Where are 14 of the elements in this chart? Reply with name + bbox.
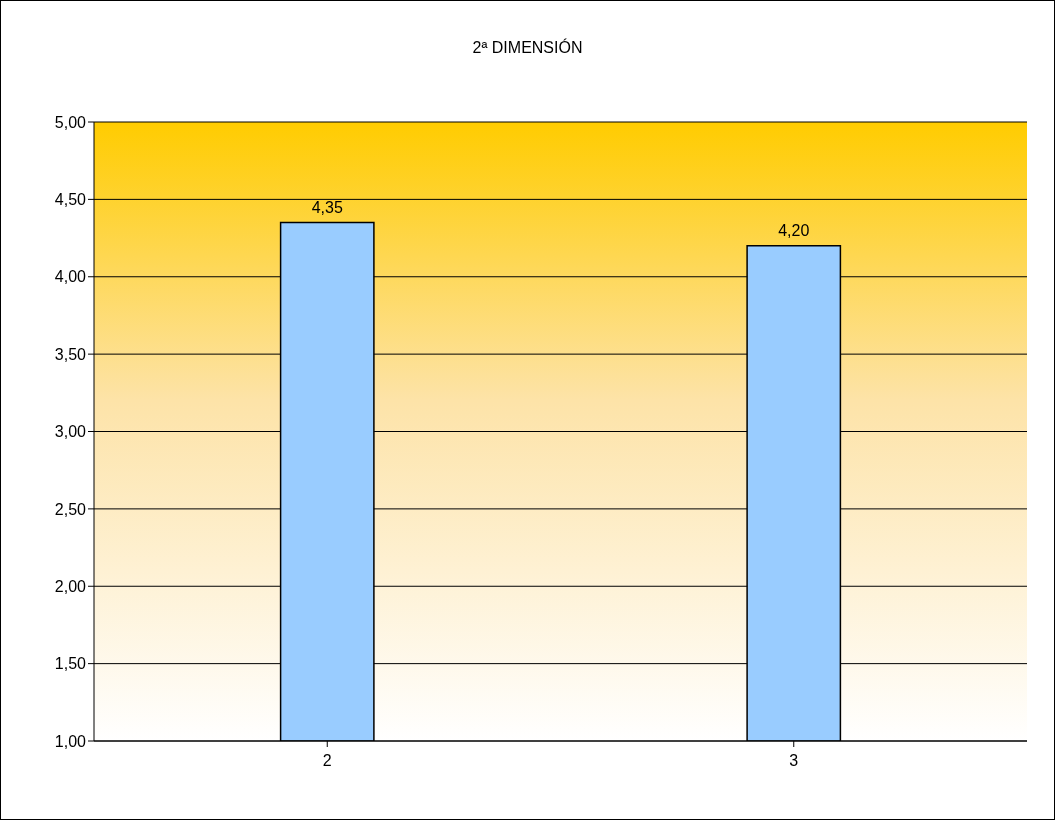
x-tick-label: 3 (789, 752, 799, 770)
y-tick-label: 1,00 (54, 732, 87, 750)
x-tick-label: 2 (322, 752, 332, 770)
y-tick-label: 4,00 (54, 268, 87, 286)
y-tick-label: 3,00 (54, 423, 87, 441)
data-label: 4,35 (311, 198, 343, 216)
y-tick-label: 1,50 (54, 655, 87, 673)
y-tick-label: 3,50 (54, 345, 87, 363)
chart-title: 2ª DIMENSIÓN (471, 39, 584, 57)
y-tick-label: 4,50 (54, 191, 87, 209)
y-tick-label: 2,00 (54, 577, 87, 595)
data-label: 4,20 (778, 221, 810, 239)
y-tick-label: 2,50 (54, 500, 87, 518)
y-tick-label: 5,00 (54, 113, 87, 131)
